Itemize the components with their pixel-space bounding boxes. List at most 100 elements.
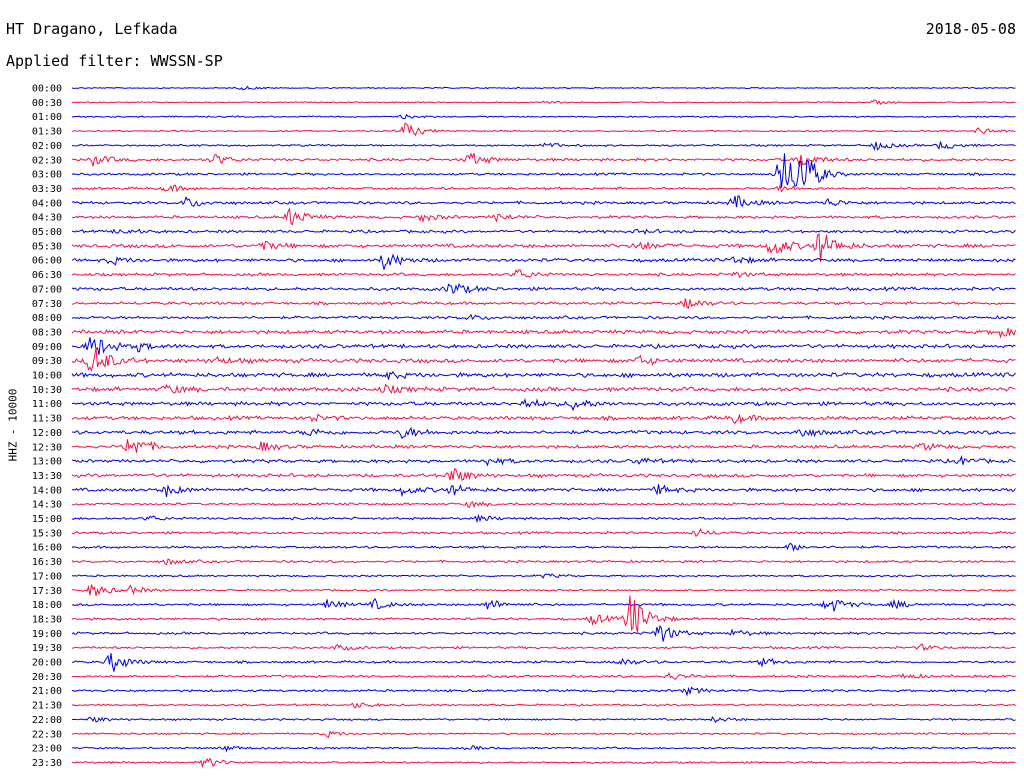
row-time-label: 00:30 (32, 98, 62, 109)
row-time-label: 17:30 (32, 586, 62, 597)
trace-line (71, 398, 1016, 412)
trace-line (71, 558, 1016, 566)
row-time-label: 04:30 (32, 213, 62, 224)
row-time-label: 19:30 (32, 643, 62, 654)
trace-line (71, 328, 1016, 339)
row-time-label: 22:00 (32, 715, 62, 726)
row-time-label: 13:30 (32, 471, 62, 482)
row-time-label: 06:30 (32, 270, 62, 281)
row-time-label: 07:30 (32, 299, 62, 310)
trace-line (71, 597, 1016, 612)
row-time-label: 15:00 (32, 514, 62, 525)
trace-line (71, 152, 1016, 167)
trace-line (71, 370, 1016, 380)
trace-line (71, 653, 1016, 672)
trace-line (71, 716, 1016, 724)
row-time-label: 18:00 (32, 600, 62, 611)
row-time-label: 15:30 (32, 528, 62, 539)
row-time-label: 11:00 (32, 399, 62, 410)
row-time-label: 21:30 (32, 701, 62, 712)
trace-line (71, 99, 1016, 106)
trace-line (71, 757, 1016, 769)
trace-line (71, 383, 1016, 394)
row-time-label: 12:30 (32, 442, 62, 453)
row-time-label: 09:00 (32, 342, 62, 353)
trace-line (71, 686, 1016, 697)
trace-line (71, 253, 1016, 270)
row-time-label: 21:00 (32, 686, 62, 697)
trace-line (71, 183, 1016, 193)
trace-line (71, 527, 1016, 538)
trace-line (71, 484, 1016, 498)
row-time-label: 04:00 (32, 198, 62, 209)
row-time-label: 19:00 (32, 629, 62, 640)
trace-line (71, 745, 1016, 753)
trace-line (71, 672, 1016, 680)
trace-line (71, 513, 1016, 524)
trace-line (71, 347, 1016, 372)
row-time-label: 10:30 (32, 385, 62, 396)
trace-line (71, 501, 1016, 509)
row-time-label: 17:00 (32, 571, 62, 582)
row-time-label: 06:00 (32, 256, 62, 267)
row-time-label: 16:30 (32, 557, 62, 568)
row-time-label: 16:00 (32, 543, 62, 554)
row-time-label: 14:00 (32, 485, 62, 496)
trace-line (71, 113, 1016, 120)
trace-line (71, 584, 1016, 597)
trace-line (71, 730, 1016, 739)
trace-line (71, 702, 1016, 709)
row-time-label: 08:30 (32, 327, 62, 338)
trace-line (71, 643, 1016, 652)
trace-line (71, 337, 1016, 355)
trace-line (71, 542, 1016, 552)
row-time-label: 05:00 (32, 227, 62, 238)
trace-line (71, 228, 1016, 235)
trace-line (71, 298, 1016, 309)
trace-line (71, 207, 1016, 226)
row-time-label: 01:00 (32, 112, 62, 123)
trace-line (71, 153, 1016, 188)
trace-line (71, 624, 1016, 642)
trace-line (71, 122, 1016, 137)
row-time-label: 00:00 (32, 84, 62, 95)
filter-label: Applied filter: WWSSN-SP (6, 52, 223, 70)
trace-line (71, 141, 1016, 151)
trace-line (71, 467, 1016, 481)
row-time-label: 08:00 (32, 313, 62, 324)
row-time-label: 20:30 (32, 672, 62, 683)
row-time-label: 22:30 (32, 729, 62, 740)
row-time-label: 18:30 (32, 614, 62, 625)
row-time-label: 11:30 (32, 414, 62, 425)
trace-line (71, 426, 1016, 440)
station-title: HT Dragano, Lefkada (6, 20, 178, 38)
trace-line (71, 85, 1016, 91)
row-time-label: 09:30 (32, 356, 62, 367)
row-time-label: 12:00 (32, 428, 62, 439)
trace-line (71, 454, 1016, 467)
row-time-label: 23:00 (32, 744, 62, 755)
trace-line (71, 313, 1016, 320)
row-time-label: 14:30 (32, 500, 62, 511)
row-time-label: 10:00 (32, 371, 62, 382)
row-time-label: 20:00 (32, 658, 62, 669)
row-time-label: 01:30 (32, 127, 62, 138)
row-time-label: 02:00 (32, 141, 62, 152)
row-time-label: 07:00 (32, 284, 62, 295)
row-time-label: 03:30 (32, 184, 62, 195)
row-time-label: 13:00 (32, 457, 62, 468)
trace-line (71, 233, 1016, 263)
trace-line (71, 282, 1016, 295)
plot-date: 2018-05-08 (925, 20, 1016, 38)
trace-line (71, 195, 1016, 208)
row-time-label: 05:30 (32, 241, 62, 252)
trace-line (71, 573, 1016, 579)
trace-line (71, 595, 1016, 633)
row-time-label: 03:00 (32, 170, 62, 181)
trace-line (71, 439, 1016, 453)
trace-line (71, 413, 1016, 425)
row-time-label: 23:30 (32, 758, 62, 769)
trace-line (71, 269, 1016, 279)
row-time-label: 02:30 (32, 155, 62, 166)
